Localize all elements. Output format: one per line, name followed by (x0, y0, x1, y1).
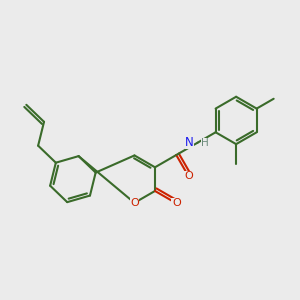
Text: H: H (201, 138, 209, 148)
Text: O: O (172, 198, 181, 208)
Text: O: O (130, 198, 139, 208)
Text: N: N (185, 136, 194, 149)
Text: O: O (184, 171, 193, 181)
